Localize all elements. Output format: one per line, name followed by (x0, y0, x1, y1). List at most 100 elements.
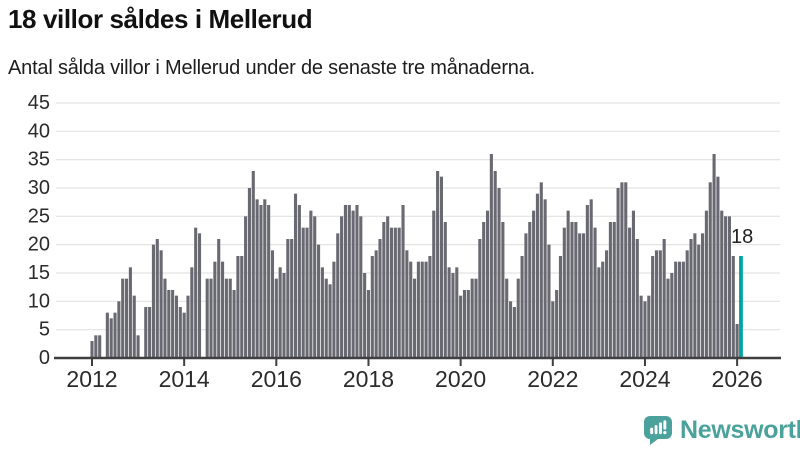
bar (439, 176, 443, 358)
bar (724, 216, 728, 358)
y-axis-label: 15 (28, 262, 50, 284)
bar (651, 255, 655, 358)
bar (459, 295, 463, 358)
bar (505, 278, 509, 358)
y-axis-label: 10 (28, 290, 50, 312)
bar (731, 255, 735, 358)
x-axis-label: 2016 (251, 366, 302, 392)
bar (509, 301, 513, 358)
x-axis-label: 2012 (66, 366, 117, 392)
bar (263, 199, 267, 358)
bar (386, 216, 390, 358)
bar (539, 182, 543, 358)
bar (654, 250, 659, 358)
bar (501, 221, 505, 358)
y-axis-labels: 0 5 10 15 20 25 30 35 40 45 (28, 92, 50, 369)
bar (336, 233, 340, 358)
bar (213, 261, 217, 358)
bar (297, 204, 301, 358)
bar (121, 278, 125, 358)
bar (585, 204, 589, 358)
bar (313, 216, 317, 358)
bar (685, 250, 689, 358)
bar (689, 238, 693, 358)
y-axis-label: 40 (28, 120, 50, 142)
bar (455, 267, 459, 358)
newsworthy-logo[interactable]: Newsworthy (643, 415, 800, 445)
bar (167, 290, 171, 358)
bar (247, 187, 251, 358)
bar (470, 278, 474, 358)
bar (735, 324, 739, 358)
bar (727, 216, 731, 358)
bar (581, 233, 586, 358)
bar (601, 261, 605, 358)
bar (628, 227, 632, 358)
bar (624, 182, 628, 358)
bar (720, 210, 724, 358)
bar (432, 210, 436, 358)
y-axis-label: 30 (28, 177, 50, 199)
bar (163, 278, 167, 358)
bar (128, 267, 132, 358)
bar (562, 227, 566, 358)
bar (493, 170, 497, 358)
bar (428, 255, 432, 358)
x-axis-label: 2020 (435, 366, 486, 392)
bar (535, 193, 539, 358)
bar (98, 335, 102, 358)
bar (340, 216, 344, 358)
bar (174, 295, 179, 358)
bar (639, 295, 643, 358)
bar (708, 182, 712, 358)
bar (232, 290, 236, 358)
bar (197, 233, 202, 358)
bar (259, 204, 263, 358)
bar (716, 176, 720, 358)
x-axis-label: 2014 (159, 366, 210, 392)
bar (209, 278, 213, 358)
bar (217, 238, 221, 358)
bar (443, 221, 447, 358)
bar (270, 250, 275, 358)
bar (701, 233, 705, 358)
bar (290, 238, 294, 358)
bar (451, 273, 455, 358)
bar (293, 193, 298, 358)
bar (413, 278, 417, 358)
bar (301, 227, 305, 358)
bar (551, 301, 555, 358)
bar (631, 210, 635, 358)
bar (397, 227, 401, 358)
bar (359, 216, 363, 358)
x-axis-label: 2026 (712, 366, 763, 392)
bar (485, 210, 490, 358)
bar (94, 335, 98, 358)
y-axis-label: 5 (39, 319, 50, 341)
bar (90, 341, 94, 358)
bar (658, 250, 662, 358)
bar (393, 227, 397, 358)
bar (282, 273, 286, 358)
bar (608, 221, 612, 358)
bar (570, 221, 574, 358)
bar (251, 170, 255, 358)
bar (286, 238, 290, 358)
bar (278, 267, 282, 358)
newsworthy-bubble-chart-icon (644, 416, 672, 445)
newsworthy-logo-text: Newsworthy (680, 415, 800, 444)
chart-subtitle: Antal sålda villor i Mellerud under de s… (8, 57, 535, 79)
bar (704, 210, 708, 358)
bar (205, 278, 209, 358)
bar (113, 312, 117, 358)
bar (547, 244, 551, 358)
bar (267, 204, 271, 358)
bar (382, 221, 386, 358)
bar (363, 273, 367, 358)
bar (347, 204, 351, 358)
bar (244, 216, 248, 358)
highlighted-bar (739, 255, 743, 358)
page-title: 18 villor såldes i Mellerud (8, 4, 313, 34)
bar (524, 233, 528, 358)
